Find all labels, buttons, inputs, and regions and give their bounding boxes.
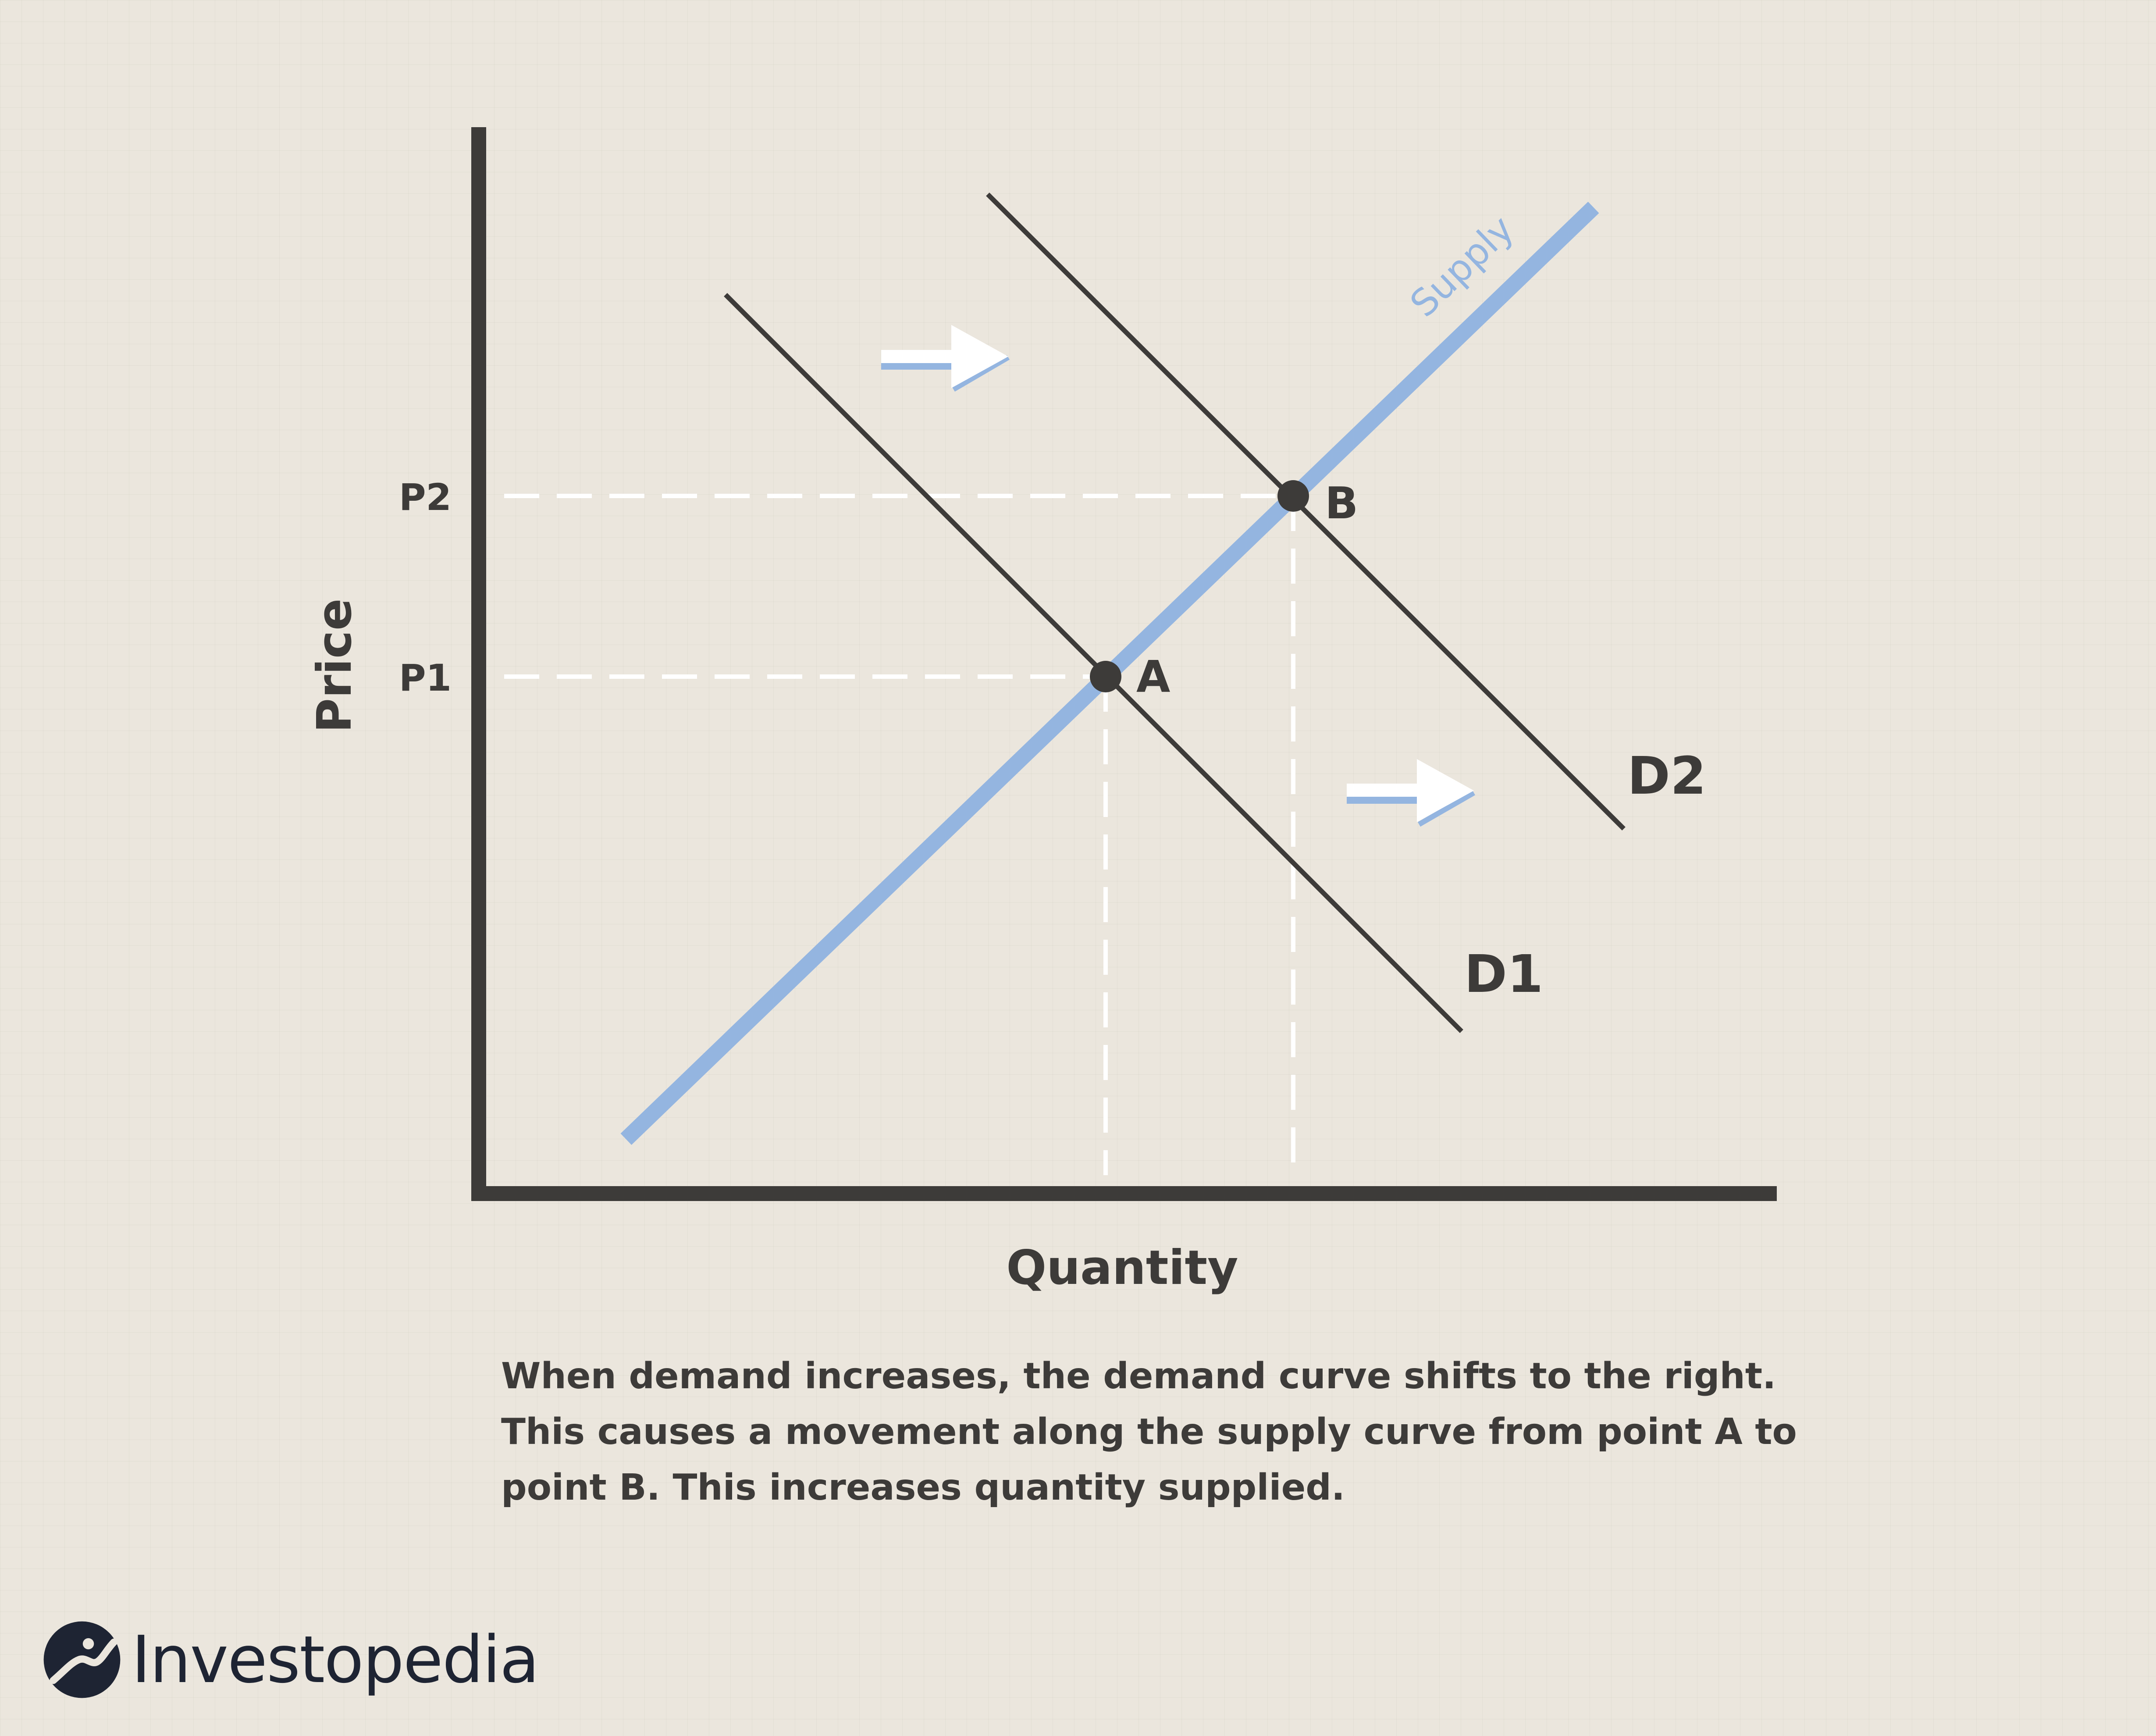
demand-curve-d1-label: D1 [1464,944,1543,1004]
caption-line: This causes a movement along the supply … [501,1411,1797,1453]
point-b-marker [1277,480,1309,512]
price-level-p2: P2 [399,476,452,519]
brand-logo: Investopedia [42,1616,540,1704]
demand-curve-d1 [724,293,1463,1033]
y-axis-label: Price [307,599,362,733]
caption: When demand increases, the demand curve … [501,1348,1860,1515]
point-a-marker [1090,661,1121,692]
x-axis-label: Quantity [1006,1241,1238,1295]
investopedia-logo-icon [43,1621,121,1698]
right-arrow-icon [1347,759,1475,827]
caption-line: point B. This increases quantity supplie… [501,1467,1345,1508]
caption-line: When demand increases, the demand curve … [501,1355,1776,1397]
demand-curve-d2 [986,192,1626,831]
price-level-p1: P1 [399,656,452,699]
point-b-label: B [1325,478,1358,529]
right-arrow-icon [881,325,1010,392]
brand-name: Investopedia [132,1622,540,1697]
demand-curve-d2-label: D2 [1627,745,1706,806]
supply-curve-label: Supply [1402,207,1522,325]
point-a-label: A [1136,651,1170,702]
